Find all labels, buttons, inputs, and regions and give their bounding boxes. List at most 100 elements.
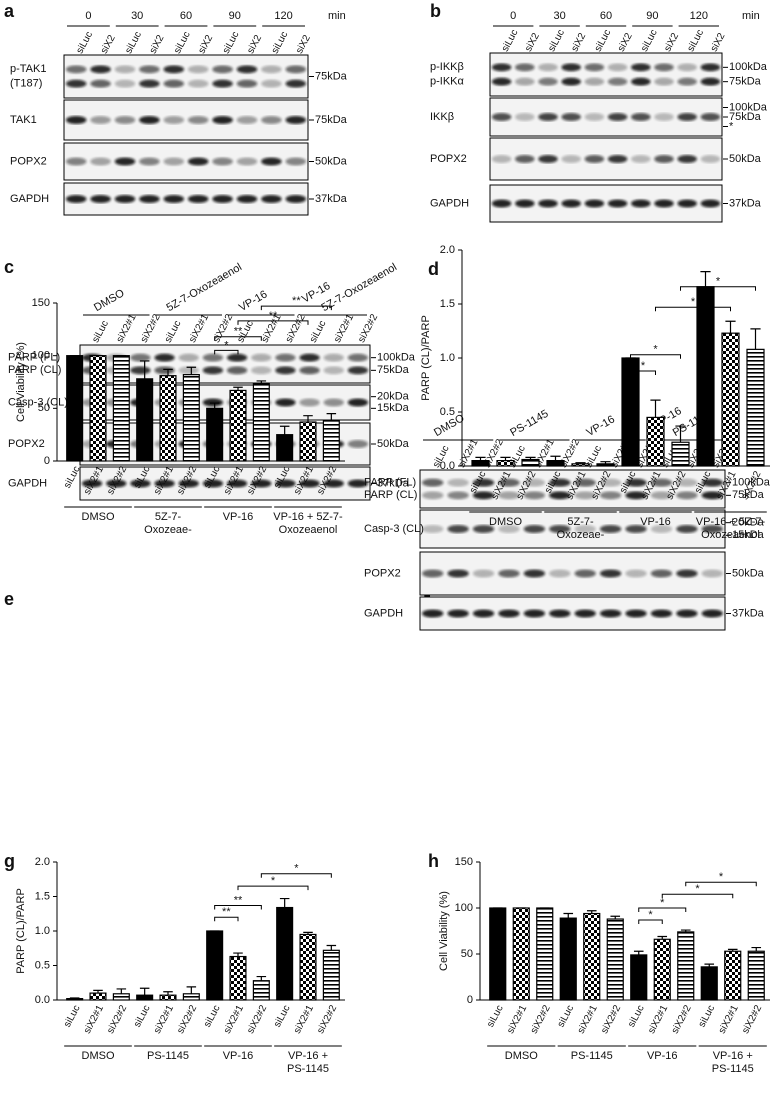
band bbox=[81, 479, 103, 488]
y-tick-label: 1.0 bbox=[440, 352, 455, 364]
band bbox=[178, 479, 199, 488]
significance-label: ** bbox=[292, 295, 301, 307]
band bbox=[275, 353, 296, 362]
band bbox=[275, 398, 296, 407]
band bbox=[498, 525, 520, 533]
band bbox=[515, 77, 535, 86]
x-tick-label: siLuc bbox=[556, 1003, 577, 1029]
membrane bbox=[419, 509, 726, 549]
band bbox=[701, 569, 723, 578]
x-tick-label: siLuc bbox=[626, 1003, 647, 1029]
group-label: DMSO bbox=[505, 1050, 538, 1062]
membrane bbox=[63, 54, 309, 99]
band bbox=[422, 609, 444, 618]
bar bbox=[112, 355, 130, 462]
band bbox=[114, 157, 136, 166]
band bbox=[261, 157, 282, 166]
y-tick-label: 0 bbox=[467, 994, 473, 1006]
band bbox=[130, 353, 151, 362]
bar bbox=[721, 332, 740, 467]
band bbox=[236, 195, 258, 203]
x-tick-label: siX2#2 bbox=[740, 1003, 764, 1036]
band bbox=[574, 478, 596, 487]
band bbox=[285, 65, 307, 74]
bar bbox=[89, 992, 107, 1001]
band bbox=[163, 79, 185, 88]
y-axis-label: Cell Viability (%) bbox=[438, 891, 450, 971]
band bbox=[236, 79, 258, 88]
unit-label: min bbox=[328, 10, 346, 22]
bar bbox=[322, 420, 340, 462]
lane-label: siLuc bbox=[546, 28, 567, 54]
lane-label: siX2#2 bbox=[284, 312, 308, 345]
band bbox=[561, 113, 581, 121]
time-label: 90 bbox=[229, 10, 241, 22]
band bbox=[523, 525, 546, 533]
significance-bracket bbox=[680, 286, 756, 291]
y-tick-label: 0.0 bbox=[35, 994, 50, 1006]
lane-label: siX2 bbox=[196, 33, 215, 56]
band bbox=[90, 79, 111, 88]
bar bbox=[559, 917, 577, 1001]
lane-label: siLuc bbox=[639, 28, 660, 54]
band bbox=[700, 63, 721, 72]
significance-label: * bbox=[691, 296, 696, 308]
row-label: p-IKKβ bbox=[430, 61, 464, 73]
x-tick-label: siLuc bbox=[62, 1003, 83, 1029]
band bbox=[574, 525, 596, 533]
y-tick-label: 2.0 bbox=[35, 856, 50, 868]
row-label: Casp-3 (CL) bbox=[8, 396, 68, 408]
error-bar bbox=[303, 415, 313, 423]
x-tick-label: siX2#1 bbox=[576, 1003, 600, 1036]
x-tick-label: siLuc bbox=[132, 1003, 153, 1029]
bar bbox=[746, 348, 765, 467]
band bbox=[347, 366, 369, 375]
band bbox=[654, 63, 674, 72]
band bbox=[701, 478, 723, 487]
panel-label: c bbox=[4, 257, 14, 277]
band bbox=[631, 113, 651, 121]
lane-label: siLuc bbox=[163, 319, 184, 345]
band bbox=[163, 65, 185, 74]
error-bar bbox=[633, 950, 644, 955]
time-label: 30 bbox=[131, 10, 143, 22]
lane-label: siX2 bbox=[523, 31, 542, 54]
x-tick-label: siX2#2 bbox=[105, 1003, 129, 1036]
group-label: Oxozeaenol bbox=[701, 529, 760, 541]
lane-label: siX2 bbox=[294, 33, 313, 56]
marker-label: 37kDa bbox=[315, 193, 348, 205]
band bbox=[515, 113, 535, 121]
bar bbox=[206, 407, 224, 462]
group-label: PS-1145 bbox=[571, 1050, 613, 1062]
band bbox=[114, 116, 136, 124]
y-axis-label: Cell Viability (%) bbox=[15, 342, 27, 422]
significance-bracket bbox=[214, 904, 262, 910]
time-label: 0 bbox=[85, 10, 91, 22]
error-bar bbox=[279, 425, 290, 435]
band bbox=[625, 525, 647, 533]
band bbox=[650, 478, 673, 487]
band bbox=[212, 79, 233, 88]
band bbox=[130, 366, 151, 375]
group-label: 5Z-7- bbox=[567, 516, 594, 528]
band bbox=[625, 491, 647, 500]
significance-bracket bbox=[237, 885, 309, 891]
y-tick-label: 50 bbox=[38, 402, 50, 414]
group-label: Oxozeae- bbox=[144, 524, 192, 536]
band bbox=[472, 569, 495, 578]
row-label: GAPDH bbox=[430, 197, 469, 209]
x-tick-label: siX2#2 bbox=[599, 1003, 623, 1036]
error-bar bbox=[233, 952, 243, 957]
band bbox=[549, 478, 571, 487]
band bbox=[584, 155, 605, 163]
marker-label: 50kDa bbox=[377, 438, 410, 450]
band bbox=[90, 65, 111, 74]
error-bar bbox=[256, 975, 267, 981]
membrane bbox=[489, 52, 723, 97]
panel-label: d bbox=[428, 259, 439, 279]
marker-label: 50kDa bbox=[315, 155, 348, 167]
lane-label: siLuc bbox=[74, 30, 95, 56]
panel-label: g bbox=[4, 851, 15, 871]
row-label: PARP (CL) bbox=[364, 489, 417, 501]
